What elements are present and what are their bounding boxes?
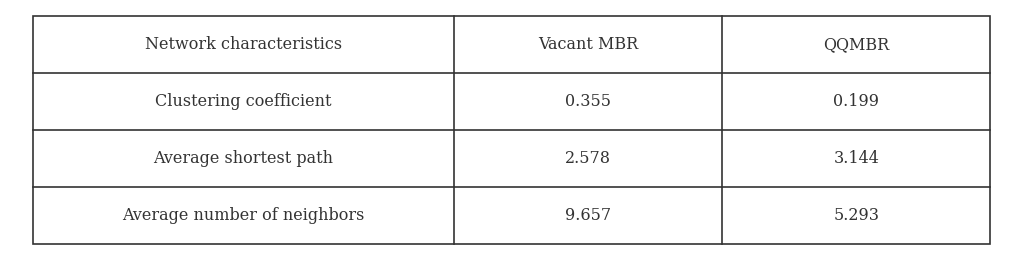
Text: 0.199: 0.199	[833, 93, 879, 110]
Text: 2.578: 2.578	[565, 150, 611, 167]
Text: QQMBR: QQMBR	[824, 36, 889, 53]
Text: Clustering coefficient: Clustering coefficient	[155, 93, 331, 110]
Text: 9.657: 9.657	[565, 207, 611, 224]
Text: Average number of neighbors: Average number of neighbors	[122, 207, 364, 224]
Text: 0.355: 0.355	[565, 93, 611, 110]
Bar	[33, 16, 990, 244]
Text: 3.144: 3.144	[834, 150, 879, 167]
Text: 5.293: 5.293	[833, 207, 879, 224]
Text: Network characteristics: Network characteristics	[145, 36, 342, 53]
Text: Vacant MBR: Vacant MBR	[538, 36, 638, 53]
Text: Average shortest path: Average shortest path	[153, 150, 333, 167]
